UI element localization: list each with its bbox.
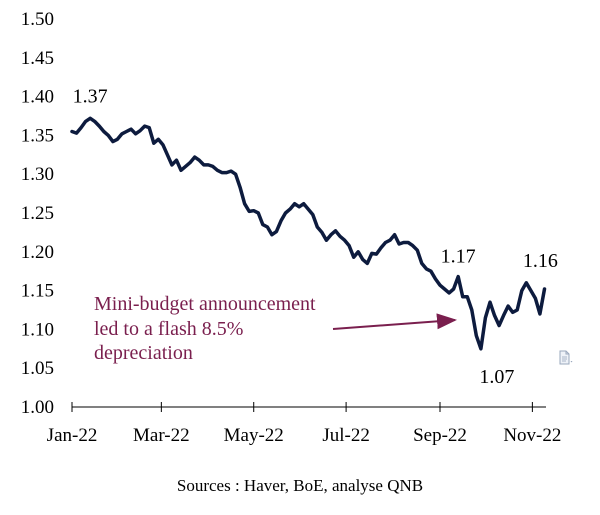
data-label-1-37: 1.37	[73, 85, 108, 107]
x-tick-label: May-22	[224, 425, 284, 446]
x-axis-ticks: Jan-22 Mar-22 May-22 Jul-22 Sep-22 Nov-22	[47, 402, 561, 446]
y-tick-label: 1.45	[21, 48, 54, 69]
x-tick-label: Jul-22	[322, 425, 370, 446]
x-tick-label: Mar-22	[133, 425, 190, 446]
x-tick-label: Sep-22	[413, 425, 467, 446]
y-tick-label: 1.20	[21, 242, 54, 263]
data-label-1-07: 1.07	[479, 366, 514, 388]
y-tick-label: 1.15	[21, 281, 54, 302]
data-label-1-17: 1.17	[441, 246, 476, 268]
annotation-line-3: depreciation	[94, 342, 193, 364]
annotation-line-2: led to a flash 8.5%	[94, 318, 243, 340]
data-labels: 1.37 1.17 1.07 1.16	[73, 85, 558, 387]
y-tick-label: 1.05	[21, 358, 54, 379]
annotation: Mini-budget announcement led to a flash …	[94, 293, 457, 364]
gbp-usd-series-line	[70, 116, 547, 351]
y-tick-label: 1.30	[21, 164, 54, 185]
annotation-arrow	[332, 313, 457, 330]
y-tick-label: 1.25	[21, 203, 54, 224]
x-tick-label: Nov-22	[503, 425, 561, 446]
y-tick-label: 1.40	[21, 87, 54, 108]
annotation-line-1: Mini-budget announcement	[94, 293, 316, 315]
data-label-1-16: 1.16	[523, 250, 558, 272]
y-tick-label: 1.35	[21, 125, 54, 146]
y-axis-tick-labels: 1.00 1.05 1.10 1.15 1.20 1.25 1.30 1.35 1.40 1.45…	[21, 9, 54, 418]
y-tick-label: 1.10	[21, 319, 54, 340]
x-tick-label: Jan-22	[47, 425, 98, 446]
source-note: Sources : Haver, BoE, analyse QNB	[177, 476, 423, 495]
y-tick-label: 1.00	[21, 397, 54, 418]
document-icon[interactable]	[557, 350, 573, 366]
y-tick-label: 1.50	[21, 9, 54, 30]
